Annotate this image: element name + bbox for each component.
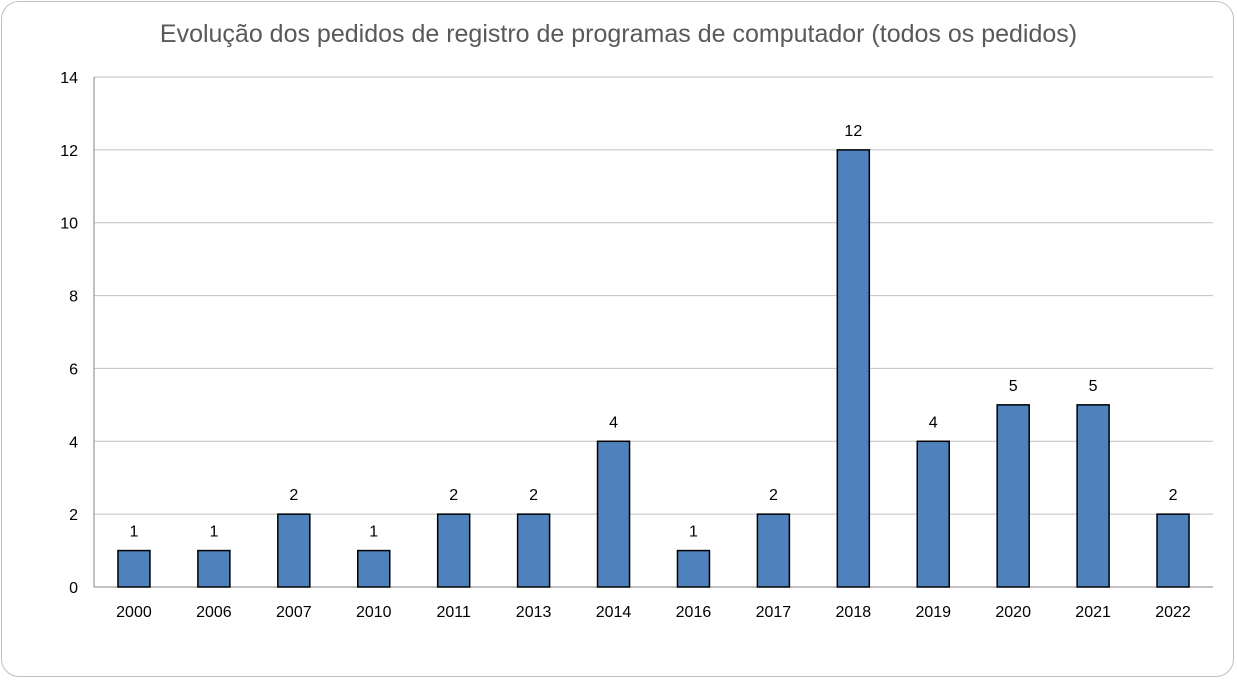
x-tick-label: 2010 xyxy=(356,604,392,621)
x-tick-label: 2007 xyxy=(276,604,312,621)
x-tick-label: 2017 xyxy=(756,604,792,621)
bar xyxy=(756,513,791,588)
chart-title: Evolução dos pedidos de registro de prog… xyxy=(159,20,1078,48)
data-label: 2 xyxy=(769,487,778,504)
bar xyxy=(836,149,871,588)
data-label: 12 xyxy=(844,123,862,140)
data-label: 1 xyxy=(689,524,698,541)
bar xyxy=(676,549,711,588)
x-tick-label: 2018 xyxy=(836,604,872,621)
bar xyxy=(996,404,1030,588)
data-label: 1 xyxy=(369,524,378,541)
y-tick-label: 0 xyxy=(69,580,78,597)
y-tick-label: 12 xyxy=(60,143,78,160)
bar xyxy=(436,513,471,588)
x-tick-label: 2016 xyxy=(676,604,712,621)
data-label: 5 xyxy=(1089,378,1098,395)
data-label: 2 xyxy=(449,487,458,504)
x-tick-label: 2013 xyxy=(516,604,552,621)
data-label: 1 xyxy=(130,524,139,541)
bar xyxy=(277,513,311,588)
x-tick-label: 2014 xyxy=(596,604,632,621)
y-tick-label: 6 xyxy=(69,361,78,378)
y-tick-label: 14 xyxy=(60,70,78,87)
bar xyxy=(516,513,551,588)
x-tick-label: 2000 xyxy=(116,604,152,621)
data-label: 2 xyxy=(529,487,538,504)
bar xyxy=(357,549,391,588)
x-tick-label: 2011 xyxy=(436,604,471,621)
bar xyxy=(1156,513,1190,588)
x-tick-label: 2020 xyxy=(995,604,1031,621)
y-tick-label: 10 xyxy=(60,216,78,233)
data-label: 4 xyxy=(929,414,938,431)
data-label: 1 xyxy=(209,524,218,541)
data-label: 5 xyxy=(1009,378,1018,395)
data-label: 2 xyxy=(1169,487,1178,504)
bar xyxy=(117,549,151,588)
x-tick-label: 2019 xyxy=(915,604,951,621)
bar xyxy=(1076,404,1110,588)
y-tick-label: 4 xyxy=(69,434,78,451)
x-tick-label: 2022 xyxy=(1155,604,1191,621)
data-label: 2 xyxy=(289,487,298,504)
x-tick-label: 2021 xyxy=(1075,604,1111,621)
data-label: 4 xyxy=(609,414,618,431)
y-tick-label: 8 xyxy=(69,289,78,306)
y-tick-label: 2 xyxy=(69,507,78,524)
bar xyxy=(596,440,631,588)
x-tick-label: 2006 xyxy=(196,604,232,621)
bar xyxy=(197,549,231,588)
bar xyxy=(916,440,950,588)
